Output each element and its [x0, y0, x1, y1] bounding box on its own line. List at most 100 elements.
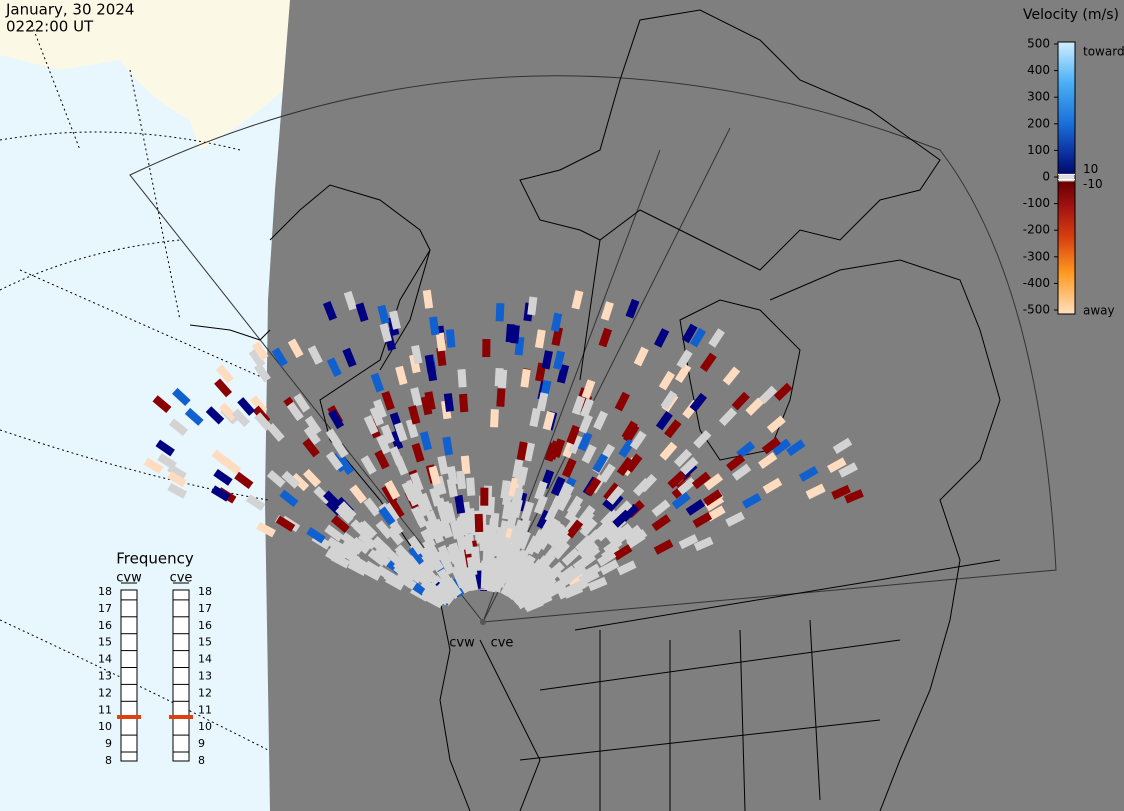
cell [266, 469, 286, 488]
cell [372, 537, 392, 556]
cell [679, 456, 699, 476]
cell [541, 350, 553, 370]
cell [596, 550, 617, 567]
cell [411, 344, 423, 365]
cell [577, 431, 593, 452]
cell [655, 410, 673, 431]
cell [335, 505, 354, 524]
cell [454, 494, 466, 514]
cell [521, 561, 539, 581]
cell [234, 471, 254, 489]
cell [552, 540, 571, 560]
cell [621, 420, 638, 441]
scale-tick-label: -300 [1023, 249, 1050, 263]
cell [579, 398, 594, 418]
cell [651, 514, 671, 532]
cell [482, 339, 491, 358]
cell [552, 532, 571, 552]
cell [307, 345, 323, 365]
cell [184, 407, 204, 426]
radar-site [480, 619, 486, 625]
cell [421, 552, 439, 573]
cell [520, 368, 531, 388]
scale-tick-label: -100 [1023, 196, 1050, 210]
cell [798, 465, 819, 482]
cell [832, 437, 853, 454]
cell [456, 516, 468, 537]
cell [211, 449, 231, 467]
cell [574, 553, 594, 571]
cell [505, 323, 515, 343]
cell [569, 578, 589, 594]
cell [557, 565, 577, 583]
cell [286, 401, 304, 422]
cell [550, 476, 566, 497]
cell [466, 477, 476, 496]
graticule [0, 19, 269, 751]
frequency-tick-label: 8 [105, 754, 112, 767]
cell [407, 535, 425, 556]
coastlines [189, 9, 1001, 811]
cell [389, 310, 401, 330]
frequency-tick-label: 13 [98, 670, 112, 683]
cell [593, 410, 608, 431]
cell [771, 438, 792, 456]
cell [681, 323, 698, 344]
cell [393, 563, 413, 582]
cell [466, 571, 479, 592]
cell [633, 346, 649, 367]
cell [480, 487, 489, 506]
cell [306, 527, 326, 544]
cell [449, 520, 462, 540]
scale-tick-label: 100 [1027, 143, 1050, 157]
frequency-tick-label: 18 [198, 585, 212, 598]
cell [584, 476, 602, 497]
cell [556, 364, 570, 384]
cell [577, 540, 597, 559]
cell [742, 492, 762, 509]
cell [155, 439, 175, 457]
scale-tick-label: -400 [1023, 276, 1050, 290]
cell [685, 499, 706, 516]
cell [758, 452, 778, 470]
cell [722, 366, 741, 386]
cell [167, 471, 187, 488]
cell [674, 363, 692, 384]
cell [253, 363, 271, 383]
cell [595, 523, 615, 542]
cell [654, 328, 670, 348]
cell [826, 457, 847, 474]
cell [331, 515, 350, 534]
cell [143, 457, 164, 474]
cell [671, 492, 691, 510]
cell [445, 329, 456, 348]
cell [428, 465, 441, 486]
cell [424, 354, 436, 374]
cell [460, 455, 471, 475]
cell [660, 390, 678, 410]
cell [426, 581, 446, 600]
cell [490, 536, 501, 556]
cell [328, 409, 345, 430]
cell [766, 415, 786, 434]
cell [494, 367, 504, 387]
scale-tick-label: 200 [1027, 116, 1050, 130]
cell [500, 536, 513, 557]
cell [667, 470, 687, 489]
cell [231, 408, 251, 428]
cell [692, 511, 713, 528]
cell [384, 548, 404, 567]
cell [704, 494, 725, 512]
cell [304, 415, 322, 435]
cell [546, 561, 565, 580]
cell [435, 497, 449, 518]
cell [168, 418, 188, 437]
cell [370, 372, 385, 393]
cell [516, 441, 528, 461]
cell [442, 436, 454, 456]
cell [354, 557, 374, 574]
frequency-tick-label: 10 [198, 720, 212, 733]
cell [579, 518, 598, 537]
color-bar [1057, 41, 1076, 315]
